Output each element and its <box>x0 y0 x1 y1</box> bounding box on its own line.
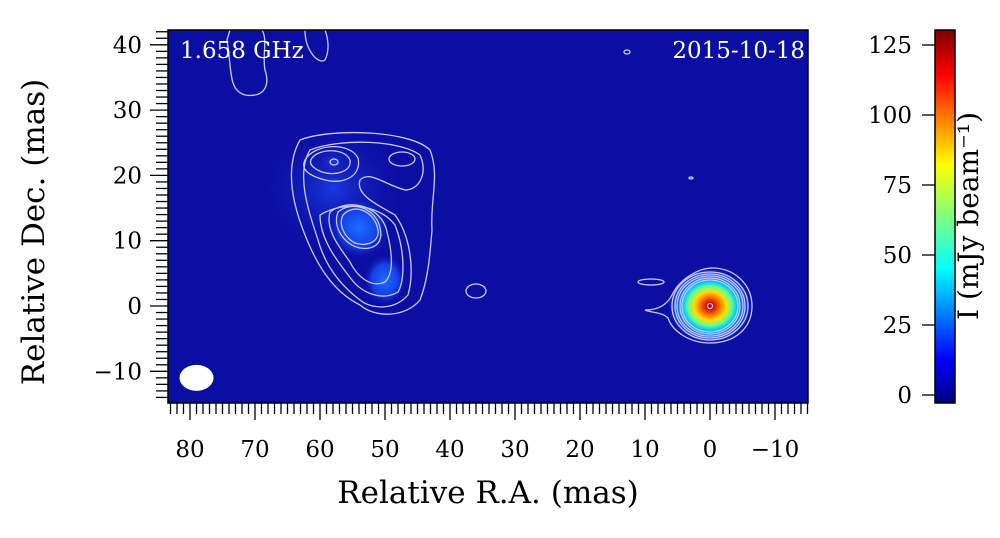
core-component <box>668 268 752 344</box>
x-tick-label: 20 <box>565 437 594 463</box>
contour-line <box>674 273 746 339</box>
y-tick-label: 0 <box>127 294 142 320</box>
contour-line <box>329 158 339 166</box>
contour-line <box>676 275 744 337</box>
contour-line <box>309 150 351 175</box>
x-tick-label: 30 <box>500 437 529 463</box>
y-tick-label: 20 <box>113 163 142 189</box>
y-tick-label: 10 <box>113 229 142 255</box>
colorbar-tick-label: 0 <box>897 383 912 409</box>
contour-line <box>302 141 424 308</box>
contour-line <box>671 271 749 341</box>
colorbar-tick-label: 50 <box>883 243 912 269</box>
y-tick-label: 30 <box>113 98 142 124</box>
contour-line <box>679 277 741 335</box>
contour-line <box>688 176 694 180</box>
contour-line <box>335 205 382 250</box>
colorbar-label: I (mJy beam⁻¹) <box>952 112 985 320</box>
contour-line <box>226 30 268 97</box>
contour-line <box>637 278 665 286</box>
plot-frame <box>167 29 809 404</box>
contour-line <box>290 131 436 315</box>
contour-line <box>303 146 360 182</box>
contour-line <box>623 49 631 55</box>
colorbar-tick-label: 100 <box>868 103 912 129</box>
x-tick-label: 50 <box>370 437 399 463</box>
colorbar-tick-label: 75 <box>883 173 912 199</box>
contour-line <box>388 151 416 167</box>
x-tick-label: −10 <box>751 437 800 463</box>
x-tick-label: 70 <box>240 437 269 463</box>
contour-line <box>328 204 393 285</box>
emission-component <box>315 146 351 179</box>
contour-line <box>681 279 739 333</box>
contour-line <box>304 30 329 62</box>
date-label: 2015-10-18 <box>672 38 805 64</box>
x-tick-label: 60 <box>305 437 334 463</box>
frequency-label: 1.658 GHz <box>180 38 304 64</box>
contour-line <box>340 208 379 245</box>
colorbar-tick-label: 25 <box>883 313 912 339</box>
beam-ellipse <box>179 364 214 391</box>
x-tick-label: 80 <box>175 437 204 463</box>
contour-line <box>465 283 487 299</box>
emission-component <box>363 253 407 306</box>
x-tick-label: 40 <box>435 437 464 463</box>
y-axis-label: Relative Dec. (mas) <box>16 79 52 385</box>
contour-line <box>644 267 753 344</box>
x-axis-label: Relative R.A. (mas) <box>337 475 638 511</box>
contour-line <box>319 205 404 297</box>
x-tick-label: 10 <box>630 437 659 463</box>
x-tick-label: 0 <box>703 437 718 463</box>
heatmap-background <box>168 30 808 403</box>
y-tick-label: −10 <box>93 359 142 385</box>
contour-line <box>706 302 714 310</box>
colorbar-tick-label: 125 <box>868 33 912 59</box>
y-tick-label: 40 <box>113 33 142 59</box>
heatmap-area <box>168 30 808 403</box>
colorbar <box>934 29 956 404</box>
